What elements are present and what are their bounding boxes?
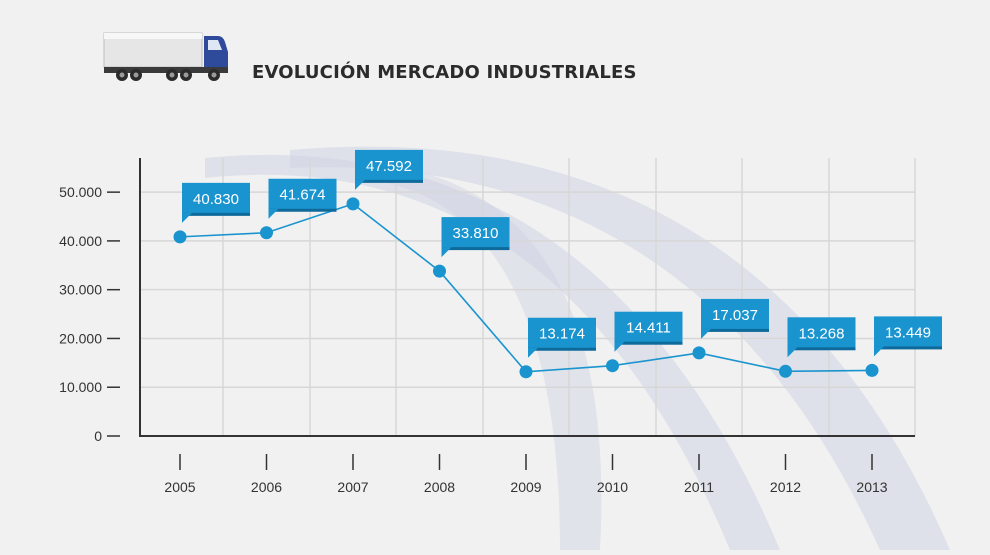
chart-axes [139, 158, 915, 437]
data-label: 41.674 [280, 187, 326, 204]
callout-box [528, 317, 596, 348]
data-point [519, 365, 533, 379]
data-label: 13.268 [799, 325, 845, 342]
data-label: 13.174 [539, 326, 585, 343]
callout-pointer [787, 347, 798, 358]
data-label: 14.411 [626, 320, 671, 337]
data-point [260, 226, 273, 240]
data-label-callout: 40.830 [182, 182, 250, 223]
data-label: 40.830 [193, 191, 239, 208]
data-point [346, 197, 360, 211]
data-label-callout: 33.810 [441, 217, 510, 258]
x-tick-label: 2008 [424, 479, 455, 495]
data-point [433, 264, 446, 278]
y-tick-label: 50.000 [59, 184, 102, 200]
callout-pointer [268, 208, 279, 219]
series-line [173, 197, 879, 379]
y-axis-labels: 0 10.000 20.000 30.000 40.000 50.000 [59, 184, 120, 444]
data-label-callout: 47.592 [355, 149, 423, 190]
callout-pointer [528, 347, 538, 358]
x-tick-label: 2010 [597, 479, 628, 495]
y-tick-label: 20.000 [59, 330, 102, 346]
data-label-callout: 14.411 [614, 311, 683, 352]
callout-box [787, 317, 856, 348]
callout-box [441, 217, 510, 248]
x-axis-labels: 2005 2006 2007 2008 2009 2010 2011 2012 2013 [164, 454, 888, 495]
callout-box [614, 311, 683, 342]
callout-pointer [355, 179, 365, 190]
x-tick-label: 2012 [770, 479, 801, 495]
data-labels: 40.830 41.674 47.592 33.810 13.174 14.411 17.0… [182, 149, 942, 358]
callout-pointer [441, 247, 452, 258]
callout-box [268, 178, 337, 209]
callout-box [355, 149, 423, 180]
data-label-callout: 17.037 [701, 298, 769, 339]
x-tick-label: 2009 [510, 479, 541, 495]
truck-icon [103, 32, 228, 81]
chart-title: EVOLUCIÓN MERCADO INDUSTRIALES [252, 62, 637, 83]
data-point [173, 230, 187, 244]
data-label: 47.592 [366, 158, 412, 175]
data-label-callout: 13.449 [874, 316, 942, 357]
data-point [606, 359, 619, 373]
y-tick-label: 0 [94, 428, 102, 444]
data-point [865, 363, 879, 377]
x-tick-label: 2013 [856, 479, 887, 495]
callout-box [701, 298, 769, 329]
data-label-callout: 13.174 [528, 317, 596, 358]
y-tick-label: 40.000 [59, 233, 102, 249]
data-label-callout: 13.268 [787, 317, 856, 358]
y-tick-label: 10.000 [59, 379, 102, 395]
data-label: 33.810 [453, 225, 499, 242]
x-tick-label: 2011 [684, 479, 714, 495]
callout-pointer [874, 346, 884, 357]
decor-arc [360, 162, 602, 550]
callout-pointer [182, 212, 192, 223]
callout-box [874, 316, 942, 347]
data-label-callout: 41.674 [268, 178, 337, 219]
x-tick-label: 2006 [251, 479, 282, 495]
data-point [779, 364, 792, 378]
y-tick-label: 30.000 [59, 282, 102, 298]
callout-pointer [614, 341, 625, 352]
data-point [692, 346, 706, 360]
data-label: 17.037 [712, 307, 758, 324]
callout-box [182, 182, 250, 213]
x-tick-label: 2005 [164, 479, 195, 495]
callout-pointer [701, 328, 711, 339]
data-label: 13.449 [885, 324, 931, 341]
chart-grid [140, 158, 916, 436]
x-tick-label: 2007 [337, 479, 368, 495]
